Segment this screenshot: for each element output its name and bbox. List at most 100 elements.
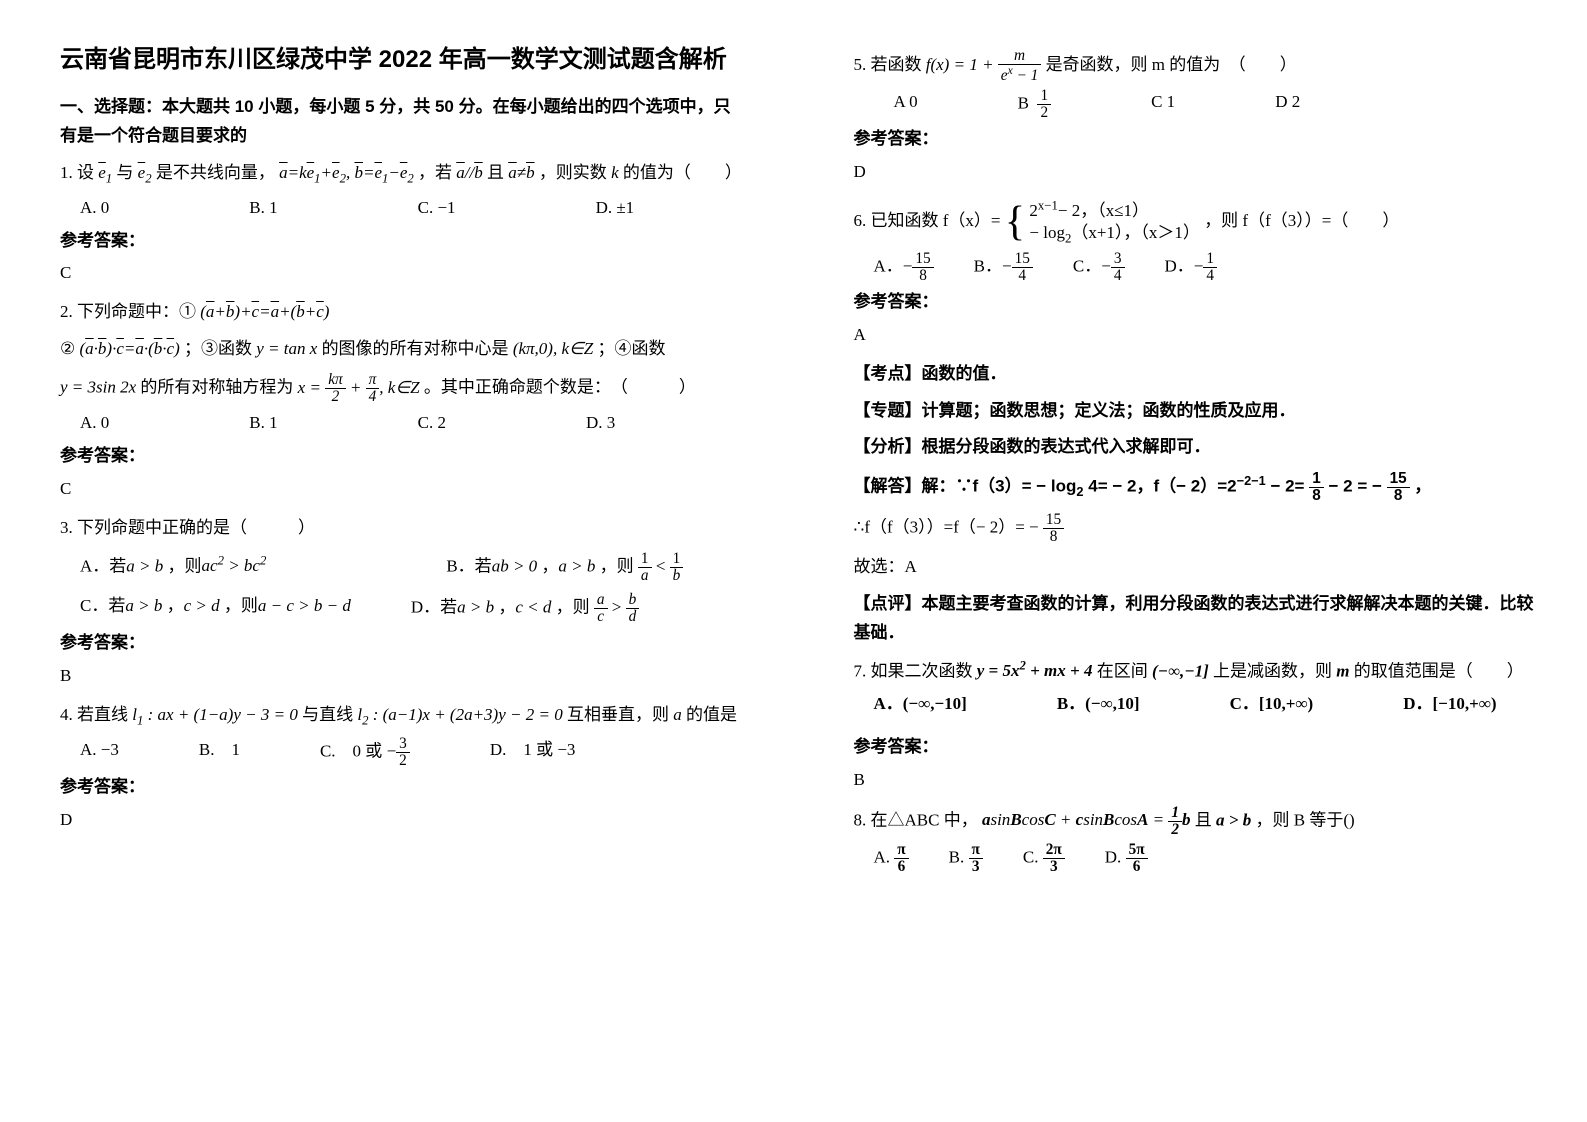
opt-b: B 12 <box>1018 88 1052 121</box>
text: B．− <box>974 256 1012 275</box>
opt-d: D. ±1 <box>596 194 635 223</box>
tag-jieda: 【解答】解：∵f（3）= − log2 4= − 2，f（− 2）=2−2−1 … <box>854 470 1538 504</box>
expr-neq: a≠b <box>508 163 534 182</box>
answer-label: 参考答案： <box>854 288 1538 317</box>
text: 7. 如果二次函数 <box>854 661 973 680</box>
text: = − <box>1357 477 1382 496</box>
answer-label: 参考答案： <box>854 733 1538 762</box>
math: a − c > b − d <box>258 596 351 615</box>
piecewise: { 2x−1− 2，（x≤1） − log2（x+1），（x＞1） <box>1005 197 1200 247</box>
var-k: k <box>611 163 619 182</box>
text: ， <box>498 597 515 616</box>
text: 与 <box>116 163 133 182</box>
sup: −2−1 <box>1237 473 1266 488</box>
opt-b: B. 1 <box>249 194 277 223</box>
q7-options: A．(−∞,−10] B．(−∞,10] C．[10,+∞) D．[−10,+∞… <box>874 690 1538 719</box>
q1-options: A. 0 B. 1 C. −1 D. ±1 <box>80 194 744 223</box>
text: 是不共线向量， <box>156 163 275 182</box>
text: 【解答】解：∵f（3）= − log <box>854 477 1077 496</box>
text: ，则 <box>168 556 202 575</box>
text: ， <box>541 556 558 575</box>
q5-options: A 0 B 12 C 1 D 2 <box>894 88 1538 121</box>
question-2-line3: y = 3sin 2x 的所有对称轴方程为 x = kπ2 + π4, k∈Z … <box>60 372 744 405</box>
exam-page: 云南省昆明市东川区绿茂中学 2022 年高一数学文测试题含解析 一、选择题：本大… <box>0 0 1587 1122</box>
text: D．− <box>1165 256 1204 275</box>
frac: 32 <box>396 736 410 769</box>
frac: 158 <box>1043 512 1064 545</box>
expr-sin: y = 3sin 2x <box>60 378 136 397</box>
text: ，则实数 <box>539 163 607 182</box>
opt-c: C．若a > b ，c > d ，则a − c > b − d <box>80 592 351 625</box>
text: 的值是 <box>686 705 737 724</box>
opt-c: C．[10,+∞) <box>1230 690 1314 719</box>
q3-row1: A．若a > b ，则ac2 > bc2 B．若ab > 0 ，a > b ，则… <box>80 551 744 584</box>
answer-label: 参考答案： <box>60 773 744 802</box>
text: 4= − 2，f（− 2）=2 <box>1088 477 1236 496</box>
text: ，则 <box>600 556 634 575</box>
opt-c: C．−34 <box>1073 251 1125 284</box>
text: 且 <box>487 163 504 182</box>
text: D．若 <box>411 597 457 616</box>
question-4: 4. 若直线 l1 : ax + (1−a)y − 3 = 0 与直线 l2 :… <box>60 701 744 732</box>
expr-parallel: a//b <box>456 163 482 182</box>
func: f(x) = 1 + mex − 1 <box>926 55 1042 74</box>
case-2: − log2（x+1），（x＞1） <box>1029 223 1200 242</box>
text: 4. 若直线 <box>60 705 128 724</box>
text: ，则 B 等于() <box>1255 810 1354 829</box>
opt-a: A. 0 <box>80 194 109 223</box>
frac: ac <box>594 592 608 625</box>
q6-answer: A <box>854 321 1538 350</box>
frac: bd <box>626 592 640 625</box>
text: A．若 <box>80 556 126 575</box>
opt-a: A. π6 <box>874 842 909 875</box>
expr-1: (a+b)+c=a+(b+c) <box>200 302 329 321</box>
case-1: 2x−1− 2，（x≤1） <box>1029 201 1149 220</box>
tag-kaodian: 【考点】函数的值． <box>854 360 1538 389</box>
text: 互相垂直，则 <box>567 705 669 724</box>
text: 。其中正确命题个数是： （ ） <box>424 378 696 397</box>
text: ， <box>167 596 184 615</box>
text: C. 0 或 <box>320 741 382 760</box>
expr-2: (a·b)·c=a·(b·c) <box>80 339 180 358</box>
frac: 1a <box>638 551 652 584</box>
answer-label: 参考答案： <box>60 629 744 658</box>
text: 且 <box>1195 810 1212 829</box>
frac: 158 <box>1387 471 1410 504</box>
opt-d: D. 5π6 <box>1105 842 1148 875</box>
opt-c: C. 2π3 <box>1023 842 1065 875</box>
text: 6. 已知函数 f（x）= <box>854 211 1001 230</box>
text: C. <box>1023 848 1039 867</box>
opt-d: D 2 <box>1275 88 1300 121</box>
math: c < d <box>515 597 551 616</box>
tag-guxuan: 故选：A <box>854 553 1538 582</box>
text: ，若 <box>418 163 452 182</box>
left-column: 云南省昆明市东川区绿茂中学 2022 年高一数学文测试题含解析 一、选择题：本大… <box>0 0 794 1122</box>
question-2-line2: ② (a·b)·c=a·(b·c) ；③函数 y = tan x 的图像的所有对… <box>60 335 744 364</box>
opt-d: D．−14 <box>1165 251 1218 284</box>
frac: 1b <box>670 551 684 584</box>
math: ac2 > bc2 <box>202 556 267 575</box>
text: 5. 若函数 <box>854 55 922 74</box>
text: B. <box>949 848 965 867</box>
opt-c: C. 0 或 −32 <box>320 736 410 769</box>
question-2: 2. 下列命题中：① (a+b)+c=a+(b+c) <box>60 298 744 327</box>
math: a > b <box>125 596 162 615</box>
text: ，则 <box>556 597 590 616</box>
rest: − 2，（x≤1） <box>1058 201 1149 220</box>
opt-d: D．[−10,+∞) <box>1403 690 1496 719</box>
tag-dianping: 【点评】本题主要考查函数的计算，利用分段函数的表达式进行求解解决本题的关键．比较… <box>854 590 1538 648</box>
text: D. <box>1105 848 1122 867</box>
answer-label: 参考答案： <box>854 125 1538 154</box>
expr-axis: x = kπ2 + π4, k∈Z <box>298 378 420 397</box>
text: C．− <box>1073 256 1111 275</box>
frac: 12 <box>1037 88 1051 121</box>
opt-a: A. −3 <box>80 736 119 769</box>
q6-options: A．−158 B．−154 C．−34 D．−14 <box>874 251 1538 284</box>
opt-b: B．−154 <box>974 251 1033 284</box>
expr: asinBcosC + csinBcosA = 12b <box>982 810 1191 829</box>
text: 的值为（ ） <box>623 163 742 182</box>
opt-c: C. 2 <box>418 409 446 438</box>
opt-d: D. 1 或 −3 <box>490 736 576 769</box>
text: ， <box>1414 477 1431 496</box>
text: 8. 在△ABC 中， <box>854 810 978 829</box>
